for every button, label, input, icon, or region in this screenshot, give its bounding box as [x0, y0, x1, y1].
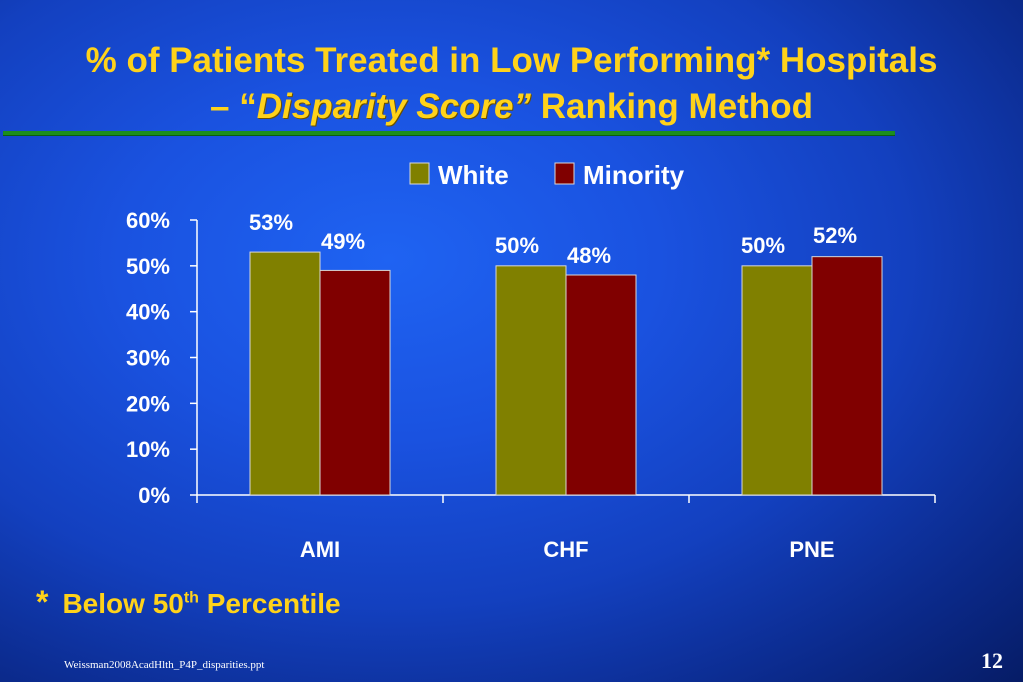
data-label-white-pne: 50%	[741, 233, 785, 258]
data-label-minority-ami: 49%	[321, 229, 365, 254]
data-label-minority-pne: 52%	[813, 223, 857, 248]
title-divider	[3, 131, 895, 136]
legend-swatch-minority	[554, 162, 575, 185]
title-line-1: % of Patients Treated in Low Performing*…	[85, 41, 938, 80]
footnote-text-after: Percentile	[198, 588, 341, 619]
bar-minority-pne	[811, 256, 883, 496]
footnote-star: *	[36, 584, 49, 620]
title-emphasis: Disparity Score”	[256, 87, 532, 126]
bar-white-ami	[249, 251, 321, 496]
bar-minority-ami	[319, 269, 391, 496]
x-tick-label: AMI	[300, 537, 340, 562]
footnote-superscript: th	[183, 589, 199, 607]
y-tick-label: 40%	[126, 300, 170, 325]
bar-white-chf	[495, 265, 567, 496]
y-tick-label: 30%	[126, 346, 170, 371]
data-label-minority-chf: 48%	[567, 243, 611, 268]
page-number: 12	[981, 648, 1003, 673]
y-tick-label: 50%	[126, 254, 170, 279]
footnote: * Below 50th Percentile	[36, 584, 341, 621]
legend-label-minority: Minority	[583, 160, 685, 190]
y-tick-label: 0%	[138, 483, 170, 508]
x-tick-label: CHF	[543, 537, 588, 562]
footnote-text: Below 50	[62, 588, 184, 619]
bar-white-pne	[741, 265, 813, 496]
title-line-2-prefix: – “	[210, 87, 257, 126]
y-tick-label: 10%	[126, 437, 170, 462]
y-tick-label: 60%	[126, 208, 170, 233]
title-line-2: – “Disparity Score” Ranking Method	[0, 84, 1023, 130]
bar-minority-chf	[565, 274, 637, 496]
legend-swatch-white	[409, 162, 430, 185]
y-tick-label: 20%	[126, 391, 170, 416]
source-filename: Weissman2008AcadHlth_P4P_disparities.ppt	[64, 659, 265, 671]
data-label-white-ami: 53%	[249, 210, 293, 235]
slide-title: % of Patients Treated in Low Performing*…	[0, 38, 1023, 130]
legend-label-white: White	[438, 160, 509, 190]
data-label-white-chf: 50%	[495, 233, 539, 258]
title-line-2-suffix: Ranking Method	[531, 87, 813, 126]
x-tick-label: PNE	[789, 537, 834, 562]
